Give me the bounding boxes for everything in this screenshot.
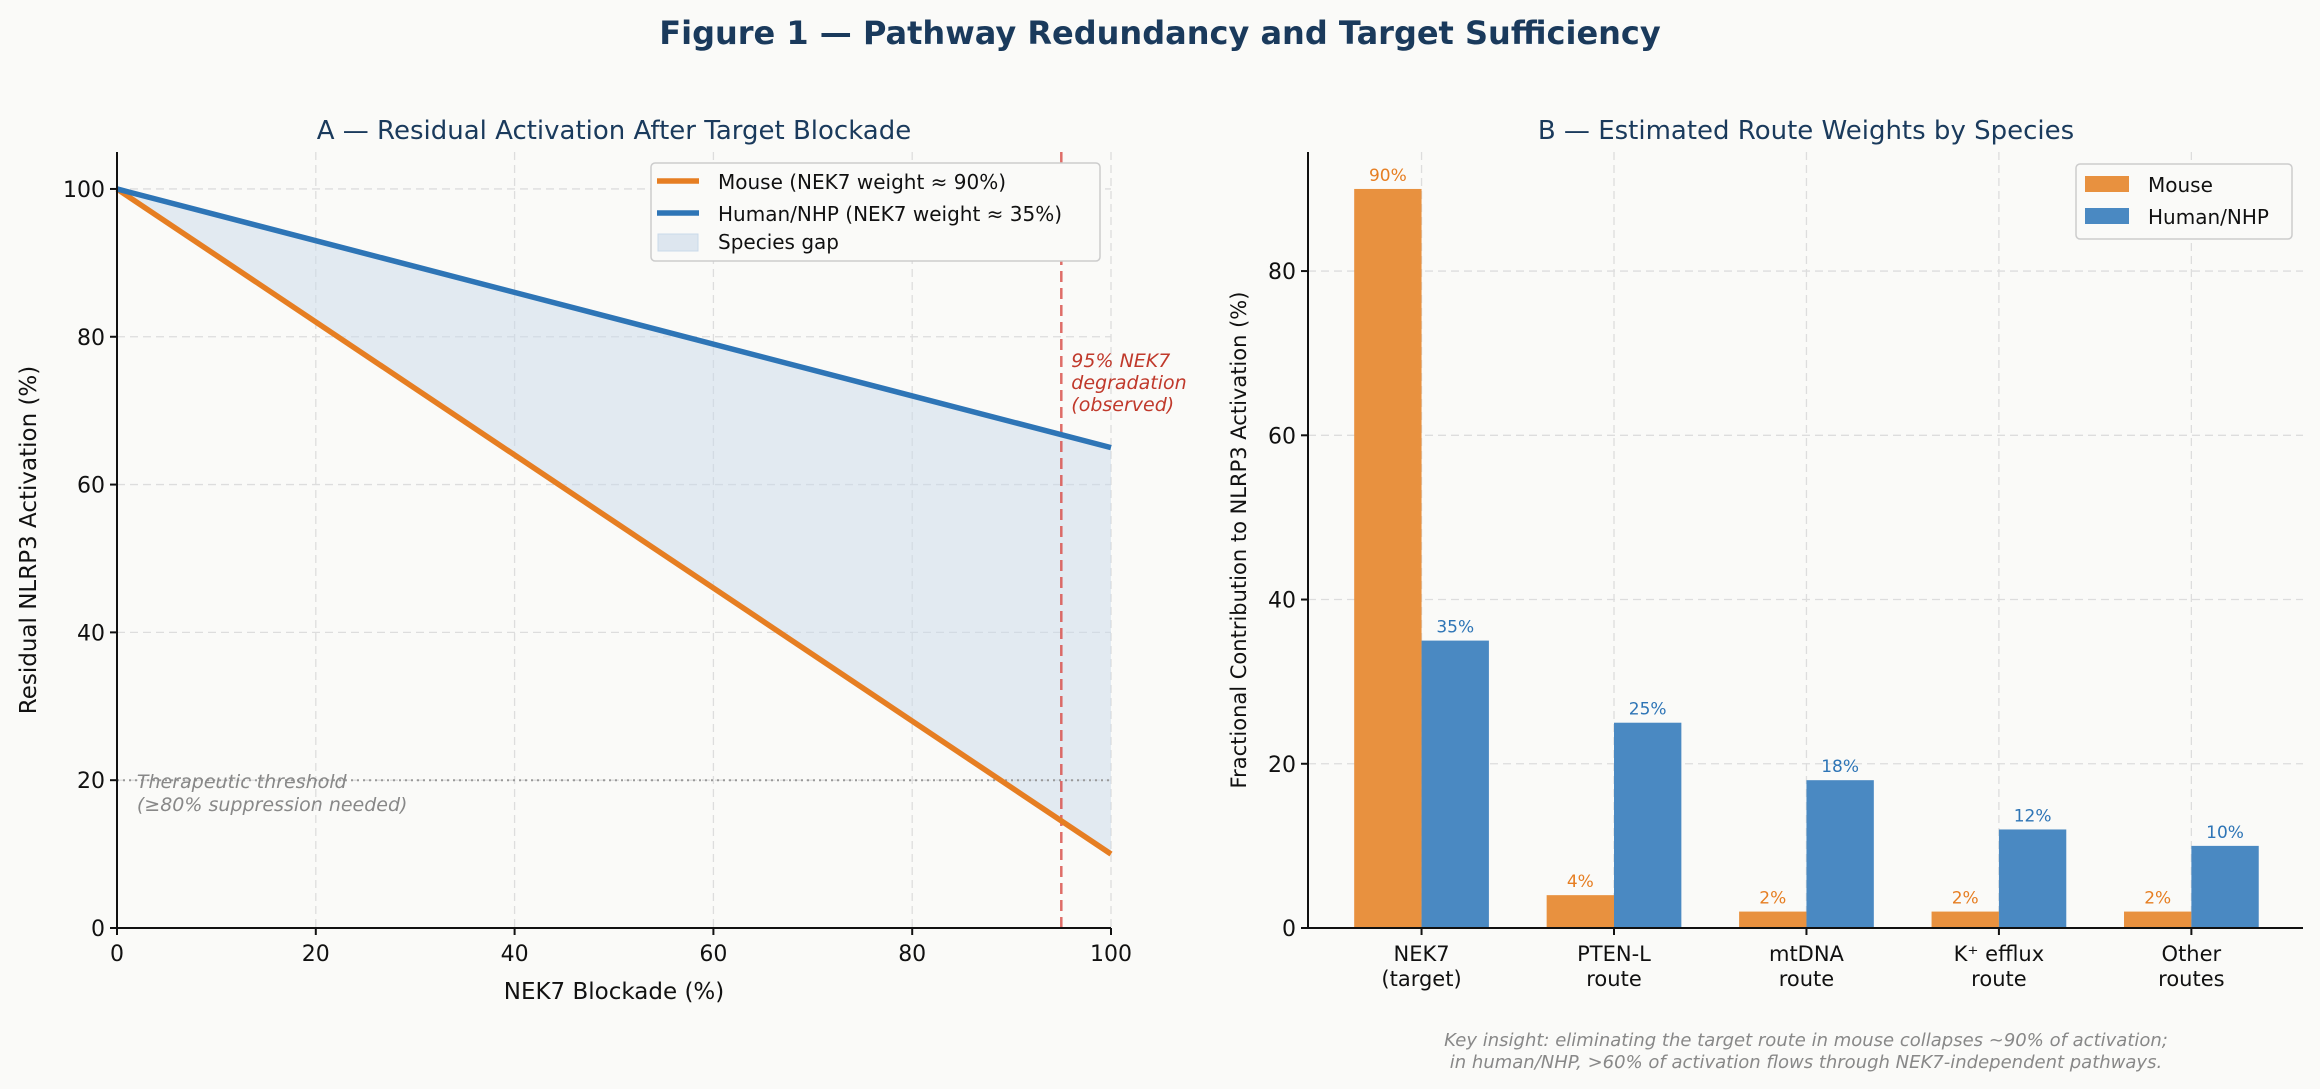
threshold-label: (≥80% suppression needed) [137, 794, 408, 816]
bar-mouse [1354, 188, 1422, 928]
y-axis-label: Fractional Contribution to NLRP3 Activat… [1227, 292, 1251, 789]
bar-human [1998, 829, 2067, 928]
bar-value-label: 2% [1952, 889, 1979, 909]
legend-mouse-swatch [2085, 176, 2129, 192]
legend-human-label: Human/NHP (NEK7 weight ≈ 35%) [718, 202, 1062, 226]
panel-b-title: B — Estimated Route Weights by Species [1538, 116, 2074, 146]
y-tick-label: 100 [63, 178, 105, 203]
y-axis-label: Residual NLRP3 Activation (%) [16, 366, 42, 715]
x-tick-label: 40 [501, 942, 529, 967]
bar-value-label: 35% [1436, 618, 1474, 638]
bar-human [2191, 845, 2259, 928]
y-tick-label: 0 [91, 917, 105, 942]
y-tick-label: 20 [77, 769, 105, 794]
x-tick-label: mtDNA [1769, 942, 1845, 966]
legend-mouse-label: Mouse [2148, 173, 2213, 197]
x-tick-label: 100 [1090, 942, 1132, 967]
legend-gap-swatch [657, 233, 699, 252]
footnote-line2: in human/NHP, >60% of activation flows t… [1450, 1052, 2162, 1073]
figure-title: Figure 1 — Pathway Redundancy and Target… [659, 14, 1661, 52]
panel-a-title: A — Residual Activation After Target Blo… [317, 116, 912, 146]
x-tick-label: 20 [302, 942, 330, 967]
footnote-line1: Key insight: eliminating the target rout… [1444, 1030, 2168, 1051]
bar-value-label: 2% [2144, 889, 2171, 909]
legend-box [650, 162, 1101, 262]
human-line [116, 186, 1112, 451]
x-tick-label: NEK7 [1393, 942, 1449, 966]
threshold-label: Therapeutic threshold [137, 771, 348, 793]
x-axis-label: NEK7 Blockade (%) [504, 979, 725, 1005]
mouse-line [115, 186, 1113, 857]
vline-label: degradation [1071, 372, 1186, 394]
bar-value-label: 4% [1567, 872, 1594, 892]
bar-mouse [2124, 911, 2192, 928]
bar-value-label: 90% [1369, 166, 1407, 186]
x-tick-label: 0 [110, 942, 124, 967]
panel-b: 0 20 40 60 80 90% 4% 2% 2% 2% 35% 25% 18% 12% 10% NEK7(… [1227, 152, 2303, 991]
bar-human [1614, 722, 1682, 928]
bar-mouse [1739, 911, 1807, 928]
legend-human-label: Human/NHP [2148, 205, 2269, 229]
y-tick-label: 80 [77, 326, 105, 351]
x-tick-label: route [1586, 967, 1641, 991]
x-tick-label: 80 [898, 942, 926, 967]
x-tick-label: PTEN-L [1577, 942, 1651, 966]
vline-label: 95% NEK7 [1071, 350, 1170, 372]
bar-human [1806, 780, 1874, 928]
panel-a: 0 20 40 60 80 100 0 20 40 60 80 100 Therapeutic thre… [16, 152, 1187, 1005]
legend: Mouse Human/NHP [2075, 163, 2293, 240]
y-tick-label: 40 [1268, 589, 1296, 614]
x-tick-label: route [1971, 967, 2026, 991]
bar-value-label: 10% [2206, 823, 2244, 843]
legend-box [2075, 163, 2293, 240]
legend-human-swatch [2085, 208, 2129, 224]
x-tick-label: routes [2158, 967, 2224, 991]
bar-mouse [1931, 911, 1999, 928]
bar-value-label: 2% [1759, 889, 1786, 909]
x-tick-label: Other [2162, 942, 2222, 966]
bar-value-label: 25% [1629, 700, 1667, 720]
y-tick-label: 0 [1282, 917, 1296, 942]
legend: Mouse (NEK7 weight ≈ 90%) Human/NHP (NEK7… [650, 162, 1101, 262]
bar-value-label: 18% [1821, 757, 1859, 777]
bar-mouse [1546, 895, 1615, 928]
y-tick-label: 60 [77, 474, 105, 499]
x-tick-label: route [1779, 967, 1834, 991]
y-tick-label: 80 [1268, 260, 1296, 285]
x-tick-label: K⁺ efflux [1954, 942, 2045, 966]
legend-mouse-label: Mouse (NEK7 weight ≈ 90%) [718, 170, 1006, 194]
vline-label: (observed) [1071, 394, 1174, 416]
bar-value-label: 12% [2014, 806, 2052, 826]
y-tick-label: 60 [1268, 424, 1296, 449]
x-tick-label: (target) [1381, 967, 1461, 991]
bar-human [1421, 640, 1489, 928]
x-tick-label: 60 [699, 942, 727, 967]
y-tick-label: 20 [1268, 753, 1296, 778]
legend-gap-label: Species gap [718, 230, 839, 254]
y-tick-label: 40 [77, 621, 105, 646]
